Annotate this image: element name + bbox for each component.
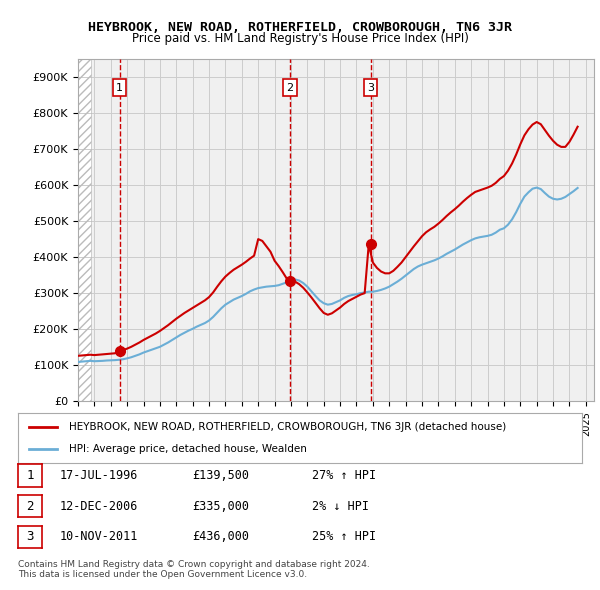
Text: 2: 2 (26, 500, 34, 513)
Text: 1: 1 (116, 83, 123, 93)
Text: 10-NOV-2011: 10-NOV-2011 (60, 530, 139, 543)
Bar (78, 59, 91, 401)
Text: HEYBROOK, NEW ROAD, ROTHERFIELD, CROWBOROUGH, TN6 3JR (detached house): HEYBROOK, NEW ROAD, ROTHERFIELD, CROWBOR… (69, 422, 506, 432)
Text: £436,000: £436,000 (192, 530, 249, 543)
Text: 27% ↑ HPI: 27% ↑ HPI (312, 469, 376, 482)
Text: 3: 3 (26, 530, 34, 543)
Text: 17-JUL-1996: 17-JUL-1996 (60, 469, 139, 482)
Text: Contains HM Land Registry data © Crown copyright and database right 2024.
This d: Contains HM Land Registry data © Crown c… (18, 560, 370, 579)
Text: 3: 3 (367, 83, 374, 93)
Text: 12-DEC-2006: 12-DEC-2006 (60, 500, 139, 513)
Text: 25% ↑ HPI: 25% ↑ HPI (312, 530, 376, 543)
Text: HPI: Average price, detached house, Wealden: HPI: Average price, detached house, Weal… (69, 444, 307, 454)
Text: £139,500: £139,500 (192, 469, 249, 482)
Text: Price paid vs. HM Land Registry's House Price Index (HPI): Price paid vs. HM Land Registry's House … (131, 32, 469, 45)
Text: 1: 1 (26, 469, 34, 482)
Text: 2% ↓ HPI: 2% ↓ HPI (312, 500, 369, 513)
Text: 2: 2 (287, 83, 293, 93)
Text: HEYBROOK, NEW ROAD, ROTHERFIELD, CROWBOROUGH, TN6 3JR: HEYBROOK, NEW ROAD, ROTHERFIELD, CROWBOR… (88, 21, 512, 34)
Text: £335,000: £335,000 (192, 500, 249, 513)
